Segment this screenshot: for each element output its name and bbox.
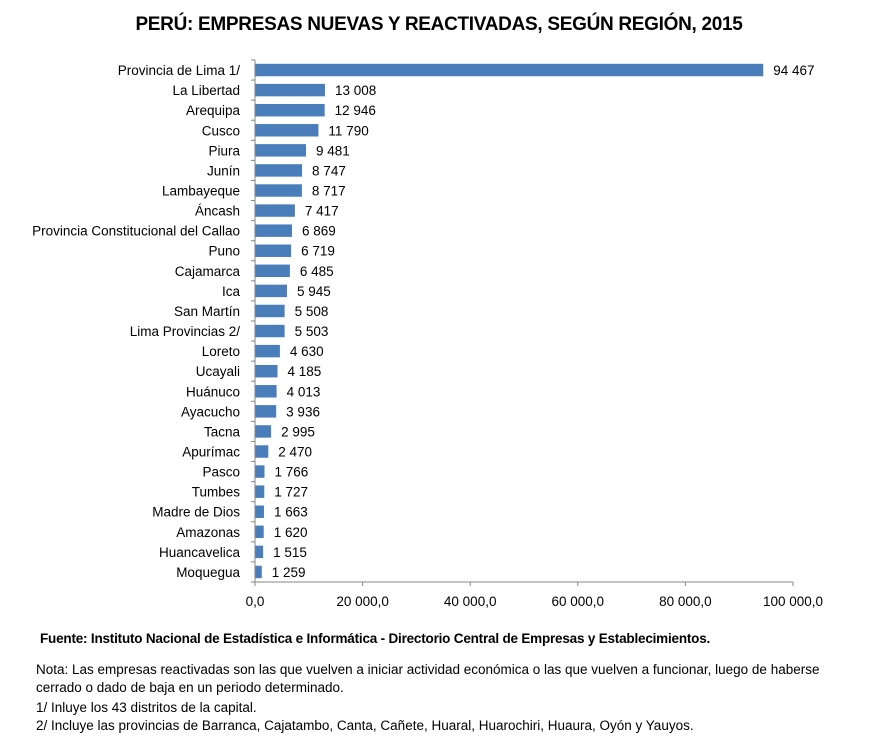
category-label: Lima Provincias 2/ [130, 324, 241, 339]
data-label: 2 995 [281, 424, 315, 439]
bar [255, 224, 292, 237]
data-label: 1 515 [273, 545, 307, 560]
category-label: Puno [208, 244, 240, 259]
data-label: 1 727 [274, 485, 308, 500]
category-label: Cusco [202, 123, 240, 138]
category-label: Apurímac [182, 445, 240, 460]
bar [255, 284, 287, 298]
x-tick-label: 60 000,0 [552, 594, 605, 609]
category-label: Huánuco [186, 384, 240, 399]
data-label: 1 663 [274, 505, 308, 520]
bar [255, 525, 264, 539]
x-tick-label: 20 000,0 [336, 594, 389, 609]
category-label: Loreto [202, 344, 240, 359]
category-label: Piura [208, 143, 240, 158]
data-label: 9 481 [316, 143, 350, 158]
bar [255, 445, 269, 458]
data-label: 6 485 [300, 264, 334, 279]
bar [255, 103, 325, 117]
bar [255, 324, 285, 338]
category-label: Ucayali [196, 364, 240, 379]
bar [255, 545, 264, 559]
bar [255, 144, 307, 157]
category-label: Tacna [204, 424, 241, 439]
category-label: Junín [207, 163, 240, 178]
category-label: Ayacucho [181, 404, 240, 419]
data-label: 1 259 [272, 565, 306, 580]
category-label: Áncash [195, 204, 240, 219]
bar [255, 364, 278, 378]
category-label: Lambayeque [162, 184, 240, 199]
data-label: 1 766 [275, 465, 309, 480]
category-label: Provincia de Lima 1/ [118, 63, 241, 78]
x-tick-label: 0,0 [246, 594, 265, 609]
bar [255, 565, 262, 579]
data-label: 94 467 [773, 63, 814, 78]
bar [255, 63, 764, 77]
category-label: Provincia Constitucional del Callao [32, 224, 240, 239]
bar [255, 465, 265, 478]
category-label: San Martín [174, 304, 240, 319]
bar [255, 204, 295, 217]
data-label: 6 719 [301, 244, 335, 259]
data-label: 2 470 [278, 445, 312, 460]
source-note: Fuente: Instituto Nacional de Estadístic… [40, 631, 711, 646]
bar [255, 264, 290, 278]
bar [255, 344, 280, 358]
data-label: 5 508 [295, 304, 329, 319]
chart-title: PERÚ: EMPRESAS NUEVAS Y REACTIVADAS, SEG… [135, 14, 743, 35]
data-label: 13 008 [335, 83, 376, 98]
data-label: 6 869 [302, 224, 336, 239]
x-tick-label: 100 000,0 [763, 594, 823, 609]
data-label: 8 717 [312, 184, 346, 199]
bar [255, 164, 303, 177]
data-label: 4 185 [288, 364, 322, 379]
bar [255, 184, 302, 197]
bar [255, 425, 272, 438]
note-main: Nota: Las empresas reactivadas son las q… [36, 662, 820, 695]
bar [255, 244, 292, 257]
data-label: 7 417 [305, 204, 339, 219]
category-label: Ica [222, 284, 241, 299]
bar [255, 304, 285, 318]
data-label: 1 620 [274, 525, 308, 540]
bar [255, 405, 277, 418]
note-footnote-1: 1/ Inluye los 43 distritos de la capital… [36, 700, 257, 715]
category-label: Huancavelica [159, 545, 241, 560]
category-label: La Libertad [172, 83, 240, 98]
bar [255, 124, 319, 137]
data-label: 5 945 [297, 284, 331, 299]
axes-layer: 0,0 20 000,0 40 000,0 60 000,0 80 000,0 100 0… [246, 59, 823, 609]
category-label: Pasco [202, 465, 240, 480]
note-footnote-2: 2/ Incluye las provincias de Barranca, C… [36, 718, 694, 733]
bars-layer: Provincia de Lima 1/94 467 La Libertad 13 … [32, 63, 814, 580]
bar [255, 505, 264, 518]
data-label: 3 936 [286, 404, 320, 419]
category-label: Cajamarca [175, 264, 241, 279]
data-label: 4 013 [287, 384, 321, 399]
category-label: Madre de Dios [152, 505, 240, 520]
category-label: Moquegua [176, 565, 240, 580]
x-tick-label: 40 000,0 [444, 594, 497, 609]
data-label: 4 630 [290, 344, 324, 359]
data-label: 11 790 [328, 123, 368, 138]
category-label: Amazonas [176, 525, 240, 540]
data-label: 12 946 [335, 103, 376, 118]
bar [255, 485, 265, 498]
category-label: Tumbes [192, 485, 241, 500]
data-label: 8 747 [312, 163, 346, 178]
x-tick-label: 80 000,0 [659, 594, 712, 609]
data-label: 5 503 [295, 324, 329, 339]
bar-chart: Provincia de Lima 1/94 467 La Libertad 13 … [32, 59, 823, 609]
bar [255, 385, 277, 398]
category-label: Arequipa [186, 103, 241, 118]
bar [255, 83, 325, 97]
